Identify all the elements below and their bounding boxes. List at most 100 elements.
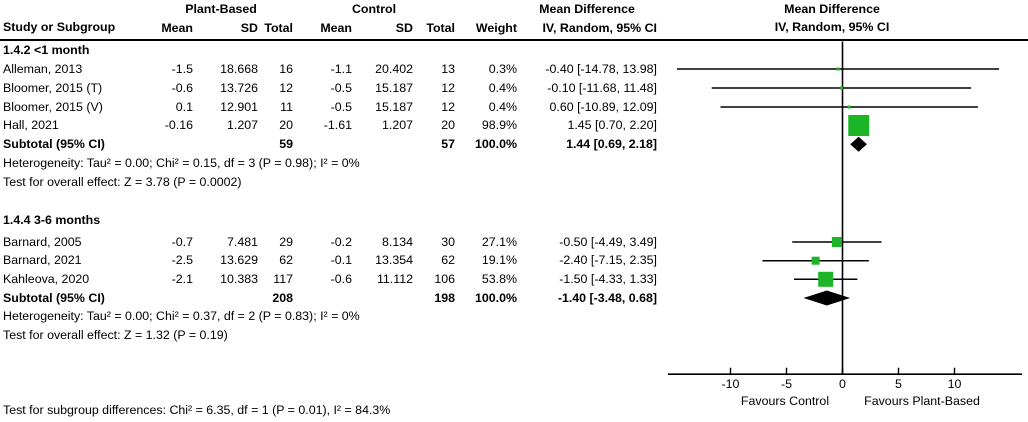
ci-text-cell: -0.40 [-14.78, 13.98] (545, 61, 657, 76)
plot-header-ci: IV, Random, 95% CI (774, 20, 890, 34)
column-header-mean1: Mean (161, 21, 193, 35)
study-name: Hall, 2021 (3, 118, 59, 132)
subtotal-ctrl-total-cell: 57 (441, 136, 455, 151)
column-header-ci-text: IV, Random, 95% CI (542, 21, 657, 35)
ctrl-mean-cell: -0.5 (330, 99, 352, 114)
study-row: Barnard, 2021 -2.5 13.629 62 -0.1 13.354 62 19.… (0, 252, 662, 269)
column-header-study: Study or Subgroup (3, 20, 116, 34)
exp-sd-cell: 13.726 (220, 80, 258, 95)
weight-cell: 27.1% (481, 234, 517, 249)
column-header-sd2: SD (395, 21, 413, 35)
column-header-total1: Total (264, 21, 293, 35)
ctrl-sd-cell: 15.187 (375, 80, 413, 95)
column-header-weight: Weight (475, 21, 517, 35)
overall-effect-text: Test for overall effect: Z = 1.32 (P = 0… (3, 327, 228, 342)
exp-sd-cell: 1.207 (226, 118, 258, 132)
subtotal-exp-total-cell: 59 (279, 136, 293, 151)
exp-mean-cell: -0.16 (164, 118, 193, 132)
subtotal-row: Subtotal (95% CI) 208 198 100.0% -1.40 [-3.4… (0, 290, 662, 307)
ctrl-total-cell: 30 (441, 234, 455, 249)
exp-total-cell: 62 (279, 253, 293, 268)
heterogeneity-text: Heterogeneity: Tau² = 0.00; Chi² = 0.37,… (3, 309, 360, 324)
ctrl-sd-cell: 1.207 (381, 118, 413, 132)
subtotal-exp-total-cell: 208 (272, 290, 293, 305)
favours-right-label: Favours Plant-Based (864, 394, 980, 408)
effect-square (836, 67, 840, 71)
exp-sd-cell: 18.668 (220, 61, 258, 76)
subtotal-row: Subtotal (95% CI) 59 57 100.0% 1.44 [0.69, 2… (0, 136, 662, 153)
ctrl-mean-cell: -0.1 (330, 253, 352, 268)
weight-cell: 0.3% (488, 61, 517, 76)
ctrl-sd-cell: 11.112 (376, 271, 413, 286)
study-row: Barnard, 2005 -0.7 7.481 29 -0.2 8.134 30 27.1%… (0, 234, 662, 251)
exp-mean-cell: -0.7 (171, 234, 193, 249)
study-name: Barnard, 2021 (3, 253, 82, 268)
study-row: Hall, 2021 -0.16 1.207 20 -1.61 1.207 20 98.9% 1… (0, 117, 662, 134)
weight-cell: 98.9% (481, 118, 517, 132)
effect-square (811, 256, 820, 265)
subtotal-weight-cell: 100.0% (474, 290, 517, 305)
study-name: Bloomer, 2015 (V) (3, 99, 103, 114)
group-header-experimental: Plant-Based (185, 2, 257, 16)
exp-sd-cell: 12.901 (220, 99, 258, 114)
ctrl-mean-cell: -0.5 (330, 80, 352, 95)
study-name: Kahleova, 2020 (3, 271, 90, 286)
study-row: Alleman, 2013 -1.5 18.668 16 -1.1 20.402 13 0.3… (0, 61, 662, 78)
subtotal-label: Subtotal (95% CI) (3, 290, 105, 305)
exp-total-cell: 11 (280, 99, 293, 114)
effect-square (839, 86, 843, 90)
exp-total-cell: 16 (279, 61, 293, 76)
axis-tick-label: 5 (895, 377, 902, 391)
subgroup-title: 1.4.2 <1 month (3, 42, 90, 57)
exp-total-cell: 12 (279, 80, 293, 95)
exp-total-cell: 20 (279, 118, 293, 132)
favours-left-label: Favours Control (740, 394, 830, 408)
overall-effect-text: Test for overall effect: Z = 3.78 (P = 0… (3, 175, 242, 189)
ctrl-total-cell: 13 (441, 61, 455, 76)
heterogeneity-row: Heterogeneity: Tau² = 0.00; Chi² = 0.15,… (0, 155, 662, 172)
ci-text-cell: -0.10 [-11.68, 11.48] (547, 80, 657, 95)
effect-square (848, 115, 870, 136)
study-name: Bloomer, 2015 (T) (3, 80, 103, 95)
column-header-sd1: SD (240, 21, 258, 35)
plot-header-md: Mean Difference (784, 2, 880, 16)
ci-text-cell: 1.45 [0.70, 2.20] (567, 118, 657, 132)
axis-tick-label: -5 (780, 377, 793, 391)
ctrl-sd-cell: 20.402 (375, 61, 413, 76)
subtotal-ci-text-cell: 1.44 [0.69, 2.18] (566, 136, 657, 151)
exp-total-cell: 29 (279, 234, 293, 249)
exp-mean-cell: -0.6 (171, 80, 193, 95)
heterogeneity-row: Heterogeneity: Tau² = 0.00; Chi² = 0.37,… (0, 308, 662, 325)
column-header-mean2: Mean (320, 21, 352, 35)
exp-mean-cell: -1.5 (171, 61, 193, 76)
ctrl-sd-cell: 15.187 (375, 99, 413, 114)
ci-text-cell: 0.60 [-10.89, 12.09] (549, 99, 657, 114)
study-row: Kahleova, 2020 -2.1 10.383 117 -0.6 11.112 106… (0, 271, 662, 288)
exp-mean-cell: 0.1 (175, 99, 193, 114)
weight-cell: 0.4% (488, 99, 517, 114)
ctrl-total-cell: 12 (441, 99, 455, 114)
subtotal-ctrl-total-cell: 198 (434, 290, 455, 305)
axis-tick-label: -10 (721, 377, 740, 391)
exp-mean-cell: -2.5 (171, 253, 193, 268)
column-header-total2: Total (426, 21, 455, 35)
ctrl-sd-cell: 13.354 (375, 253, 413, 268)
ctrl-mean-cell: -0.6 (330, 271, 352, 286)
ctrl-mean-cell: -1.1 (330, 61, 352, 76)
exp-mean-cell: -2.1 (171, 271, 193, 286)
weight-cell: 19.1% (481, 253, 517, 268)
ctrl-total-cell: 12 (441, 80, 455, 95)
axis-tick-label: 10 (947, 377, 962, 391)
weight-cell: 0.4% (488, 80, 517, 95)
weight-cell: 53.8% (481, 271, 517, 286)
study-row: Bloomer, 2015 (T) -0.6 13.726 12 -0.5 15.187 1… (0, 80, 662, 97)
subtotal-label: Subtotal (95% CI) (3, 136, 105, 151)
study-name: Barnard, 2005 (3, 234, 82, 249)
column-header-md-text: Mean Difference (539, 2, 635, 16)
exp-sd-cell: 7.481 (226, 234, 258, 249)
exp-sd-cell: 13.629 (220, 253, 258, 268)
effect-square (831, 237, 842, 247)
ci-text-cell: -2.40 [-7.15, 2.35] (559, 253, 657, 268)
